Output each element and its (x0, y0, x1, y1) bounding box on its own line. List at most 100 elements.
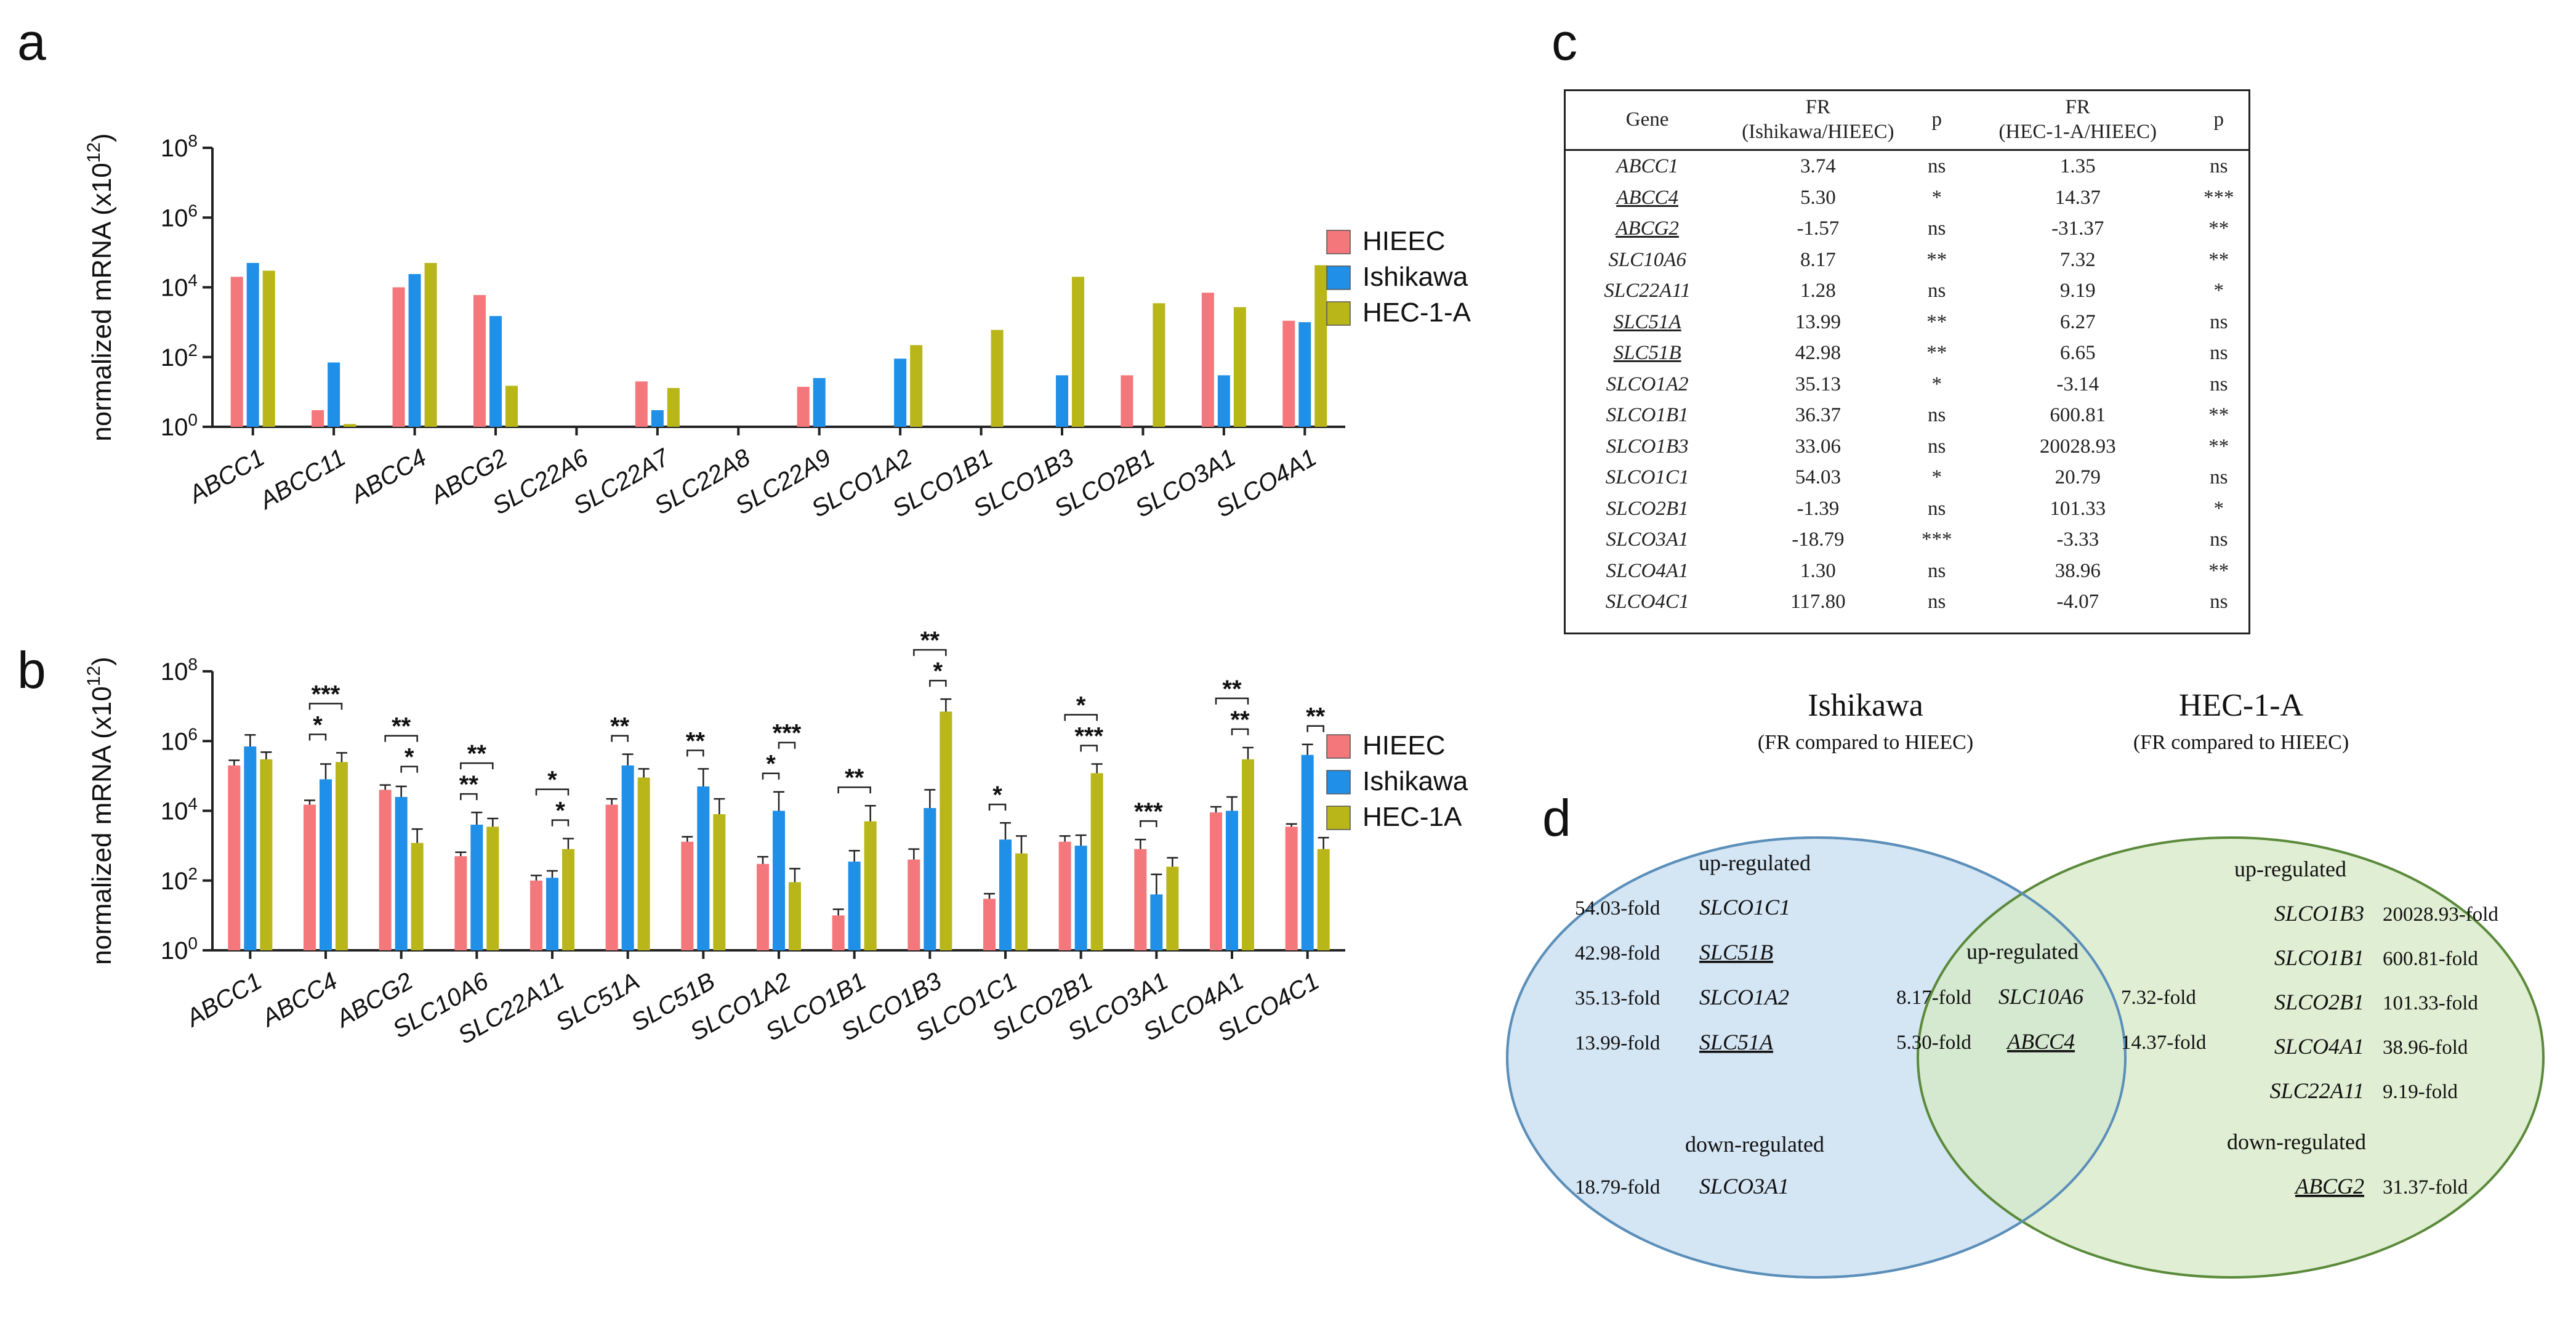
bar (392, 287, 405, 427)
table-row: SLCO3A1 -18.79 *** -3.33 ns (1566, 524, 2248, 556)
table-row: SLCO4A1 1.30 ns 38.96 ** (1566, 556, 2248, 587)
table-cell-fr-hec1a: 20.79 (2055, 466, 2101, 489)
significance-bracket (460, 793, 478, 801)
bar (379, 790, 392, 950)
significance-bracket (1080, 745, 1098, 752)
venn-center-left-fold: 5.30-fold (1896, 1032, 1971, 1054)
panel-label-d: d (1542, 789, 1571, 847)
bar (530, 880, 542, 950)
venn-right-down-fold: 31.37-fold (2383, 1176, 2468, 1199)
y-tick-exp: 2 (188, 341, 198, 360)
x-tick-label: ABCC1 (181, 968, 267, 1033)
venn-right-gene: SLCO1B3 (2274, 901, 2364, 926)
bar (983, 899, 996, 950)
y-tick-exp: 0 (188, 934, 198, 953)
significance-bracket (400, 766, 418, 773)
y-tick-exp: 6 (188, 201, 198, 220)
bar (1153, 303, 1165, 427)
table-cell-fr-ishikawa: 42.98 (1795, 342, 1841, 365)
table-cell-p-hec1a: ** (2208, 217, 2229, 240)
bar (605, 804, 618, 950)
significance-bracket (762, 772, 780, 780)
significance-stars: ** (459, 771, 479, 798)
table-cell-gene: SLCO1B1 (1606, 404, 1689, 427)
y-tick-base: 10 (161, 728, 188, 755)
legend-label: Ishikawa (1362, 262, 1468, 292)
table-cell-fr-ishikawa: -18.79 (1792, 528, 1845, 551)
table-cell-p-hec1a: ** (2208, 404, 2229, 427)
venn-diagram: Ishikawa (FR compared to HIEEC) HEC-1-A (FR… (1506, 688, 2545, 1279)
table-cell-fr-hec1a: 38.96 (2055, 559, 2101, 582)
venn-right-gene: SLCO1B1 (2274, 945, 2364, 970)
table-cell-fr-ishikawa: -1.57 (1797, 217, 1840, 240)
significance-bracket (308, 734, 327, 741)
table-cell-gene: SLC51A (1613, 310, 1681, 333)
table-cell-gene: SLC10A6 (1608, 248, 1686, 271)
venn-left-up-heading: up-regulated (1699, 851, 1811, 875)
significance-stars: * (547, 767, 557, 794)
y-tick-label: 104 (161, 271, 198, 302)
table-cell-p-hec1a: ns (2210, 155, 2228, 178)
bar (621, 765, 634, 950)
significance-bracket (913, 649, 947, 657)
y-tick-label: 106 (161, 724, 198, 755)
y-tick-exp: 2 (188, 864, 198, 883)
table-cell-fr-ishikawa: 36.37 (1795, 404, 1841, 427)
y-tick-exp: 4 (188, 271, 198, 290)
table-cell-fr-hec1a: 600.81 (2050, 404, 2106, 427)
bar (1201, 293, 1214, 427)
x-tick-label: ABCC1 (183, 444, 269, 509)
x-tick-label: ABCC11 (254, 444, 350, 515)
venn-left-down-fold: 18.79-fold (1575, 1176, 1660, 1199)
venn-left-outline (1506, 836, 2127, 1279)
header-p1: p (1907, 91, 1966, 151)
venn-center-right-fold: 7.32-fold (2121, 987, 2196, 1009)
bar (262, 270, 275, 427)
y-tick-base: 10 (161, 344, 188, 371)
bar (489, 316, 502, 427)
bar (910, 345, 923, 427)
bar (1285, 827, 1298, 950)
table-cell-p-ishikawa: *** (1921, 528, 1952, 551)
bar (991, 329, 1004, 427)
bar (940, 711, 952, 950)
bar (1301, 754, 1314, 950)
bar-chart-a: normalized mRNA (x1012)100102104106108AB… (84, 131, 1471, 523)
bar (1217, 375, 1230, 427)
bar (1317, 849, 1330, 950)
header-fr-hec1a-line2: (HEC-1-A/HIEEC) (1998, 121, 2157, 143)
table-cell-p-ishikawa: ** (1926, 248, 1947, 271)
venn-right-down-heading: down-regulated (2227, 1130, 2366, 1154)
bar (1015, 853, 1028, 950)
bar (832, 915, 845, 950)
bar (304, 804, 316, 950)
y-tick-label: 104 (161, 794, 198, 825)
bar (344, 424, 356, 427)
venn-center-gene: ABCC4 (2006, 1029, 2075, 1054)
bar (813, 378, 826, 427)
significance-bracket (837, 786, 871, 794)
venn-right-down-gene: ABCG2 (2294, 1174, 2364, 1199)
legend-swatch (1326, 770, 1351, 794)
bar (505, 386, 518, 427)
table-cell-gene: ABCG2 (1616, 217, 1679, 240)
venn-right-fold: 38.96-fold (2383, 1037, 2468, 1059)
table-cell-gene: SLC22A11 (1604, 280, 1691, 302)
bar (635, 381, 648, 427)
venn-center-gene: SLC10A6 (1998, 984, 2083, 1009)
table-cell-p-hec1a: ns (2210, 591, 2228, 613)
table-cell-p-hec1a: ** (2208, 248, 2229, 271)
table-cell-p-hec1a: ns (2210, 528, 2228, 551)
y-tick-base: 10 (161, 414, 188, 441)
header-fr-ishikawa-line2: (Ishikawa/HIEEC) (1742, 121, 1894, 143)
legend-swatch (1326, 301, 1351, 326)
significance-stars: ** (1306, 703, 1326, 730)
legend-label: Ishikawa (1362, 766, 1468, 796)
significance-bracket (988, 803, 1007, 811)
bar (789, 882, 801, 950)
significance-bracket (778, 742, 796, 749)
bar (1298, 322, 1311, 427)
x-tick-label: ABCC4 (256, 968, 342, 1033)
y-axis-label-end: ) (87, 133, 117, 142)
legend-swatch (1326, 734, 1351, 759)
